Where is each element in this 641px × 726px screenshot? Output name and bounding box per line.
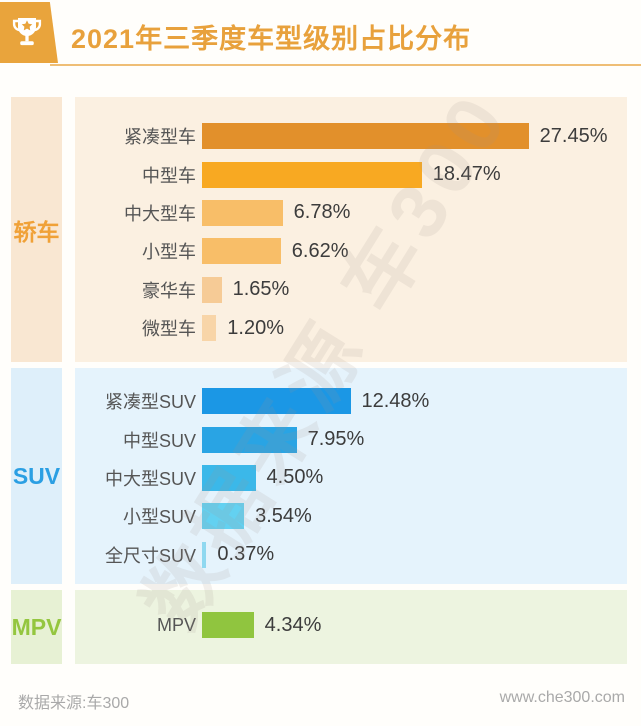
bar-label: 全尺寸SUV [104,545,196,566]
bar-value: 6.62% [291,239,349,262]
group-label-strip-suv: SUV [11,368,62,584]
website-label: www.che300.com [499,689,625,706]
page-title: 2021年三季度车型级别占比分布 [71,24,472,54]
bar-row: 紧凑型SUV 12.48% [75,382,627,420]
bar-row: 中大型车 6.78% [75,194,627,232]
bar [202,238,281,265]
bar-label: 中大型车 [124,203,196,224]
bar-value: 1.65% [232,278,290,301]
bar-value: 4.34% [264,613,322,636]
bar-label: MPV [156,614,196,635]
bar-value: 12.48% [361,389,430,412]
chart-panel-sedan: 紧凑型车 27.45% 中型车 18.47% 中大型车 6.78% 小型车 6.62% 豪华车 1… [75,97,627,362]
chart: 轿车 紧凑型车 27.45% 中型车 18.47% 中大型车 6.78% 小型车 6.62% 豪华… [11,97,627,670]
bar-label: 微型车 [142,319,196,340]
group-label-suv: SUV [12,462,61,489]
chart-panel-mpv: MPV 4.34% [75,590,627,664]
footer: 数据来源:车300 www.che300.com [18,689,625,713]
chart-panel-suv: 紧凑型SUV 12.48% 中型SUV 7.95% 中大型SUV 4.50% 小型SUV 3.… [75,368,627,584]
bar-row: 中型SUV 7.95% [75,420,627,458]
bar [202,612,254,639]
header: 2021年三季度车型级别占比分布 [0,0,641,67]
bar-value: 3.54% [255,504,312,527]
strip-panel-gap [62,368,75,584]
group-label-mpv: MPV [11,613,62,640]
section-mpv: MPV MPV 4.34% [11,590,627,664]
bar-label: 中大型SUV [104,468,196,489]
data-source-label: 数据来源:车300 [18,695,130,712]
bar [202,503,245,530]
group-label-strip-sedan: 轿车 [11,97,62,362]
bar-row: 中大型SUV 4.50% [75,459,627,497]
bar-row: MPV 4.34% [75,606,627,644]
bar-label: 小型SUV [122,507,196,528]
bar-value: 0.37% [217,543,275,566]
bar [202,161,422,188]
bar [202,276,222,303]
strip-panel-gap [62,590,75,664]
bar-value: 7.95% [307,428,365,451]
header-underline [50,64,641,66]
bar-value: 6.78% [293,201,351,224]
bar-label: 紧凑型SUV [104,392,196,413]
bar [202,123,529,150]
bar-row: 小型SUV 3.54% [75,497,627,535]
bar-label: 小型车 [142,242,196,263]
bar [202,426,297,453]
group-label-strip-mpv: MPV [11,590,62,664]
bar [202,199,283,226]
trophy-icon [12,17,42,45]
section-suv: SUV 紧凑型SUV 12.48% 中型SUV 7.95% 中大型SUV 4.50% 小型SU… [11,368,627,584]
bar-row: 中型车 18.47% [75,155,627,193]
bar-row: 微型车 1.20% [75,309,627,347]
bar [202,315,217,342]
strip-panel-gap [62,97,75,362]
bar-row: 小型车 6.62% [75,232,627,270]
group-label-sedan: 轿车 [13,218,60,245]
bar [202,541,207,568]
bar [202,388,351,415]
bar-label: 中型车 [142,165,196,186]
bar-value: 4.50% [266,466,324,489]
bar-row: 紧凑型车 27.45% [75,117,627,155]
bar-label: 豪华车 [142,280,196,301]
section-sedan: 轿车 紧凑型车 27.45% 中型车 18.47% 中大型车 6.78% 小型车 6.62% 豪华… [11,97,627,362]
bar-value: 18.47% [432,163,501,186]
bar-label: 紧凑型车 [124,127,196,148]
header-icon-block [0,2,58,63]
bar-value: 27.45% [539,124,608,147]
bar-value: 1.20% [227,316,284,339]
bar-row: 豪华车 1.65% [75,271,627,309]
bar [202,464,256,491]
bar-row: 全尺寸SUV 0.37% [75,536,627,574]
bar-label: 中型SUV [122,430,196,451]
